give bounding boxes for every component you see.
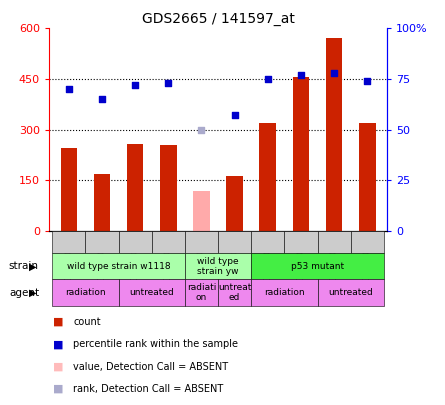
Point — [264, 76, 271, 82]
Text: ■: ■ — [53, 362, 64, 371]
Text: radiati
on: radiati on — [187, 283, 216, 302]
Point — [364, 78, 371, 84]
Bar — [94, 174, 110, 231]
Title: GDS2665 / 141597_at: GDS2665 / 141597_at — [142, 12, 295, 26]
Text: wild type
strain yw: wild type strain yw — [197, 257, 239, 276]
Text: untreated: untreated — [129, 288, 174, 297]
Point — [297, 72, 304, 78]
Point — [231, 112, 238, 119]
Bar — [193, 191, 210, 231]
Bar — [127, 144, 143, 231]
Text: radiation: radiation — [264, 288, 305, 297]
Text: radiation: radiation — [65, 288, 106, 297]
Bar — [160, 145, 177, 231]
Text: count: count — [73, 317, 101, 327]
Bar — [227, 176, 243, 231]
Text: p53 mutant: p53 mutant — [291, 262, 344, 271]
Text: untreat
ed: untreat ed — [218, 283, 251, 302]
Bar — [326, 38, 342, 231]
Text: agent: agent — [9, 288, 39, 298]
Text: ■: ■ — [53, 317, 64, 327]
Text: strain: strain — [9, 261, 39, 271]
Point — [98, 96, 105, 102]
Point — [198, 126, 205, 133]
Bar — [259, 123, 276, 231]
Text: ■: ■ — [53, 384, 64, 394]
Point — [65, 86, 73, 92]
Text: ■: ■ — [53, 339, 64, 349]
Text: wild type strain w1118: wild type strain w1118 — [67, 262, 170, 271]
Text: ▶: ▶ — [29, 261, 36, 271]
Text: ▶: ▶ — [29, 288, 36, 298]
Bar — [293, 77, 309, 231]
Point — [331, 70, 338, 76]
Text: untreated: untreated — [328, 288, 373, 297]
Point — [132, 82, 139, 88]
Text: percentile rank within the sample: percentile rank within the sample — [73, 339, 239, 349]
Bar — [61, 148, 77, 231]
Bar — [359, 123, 376, 231]
Point — [165, 80, 172, 86]
Text: value, Detection Call = ABSENT: value, Detection Call = ABSENT — [73, 362, 229, 371]
Text: rank, Detection Call = ABSENT: rank, Detection Call = ABSENT — [73, 384, 224, 394]
